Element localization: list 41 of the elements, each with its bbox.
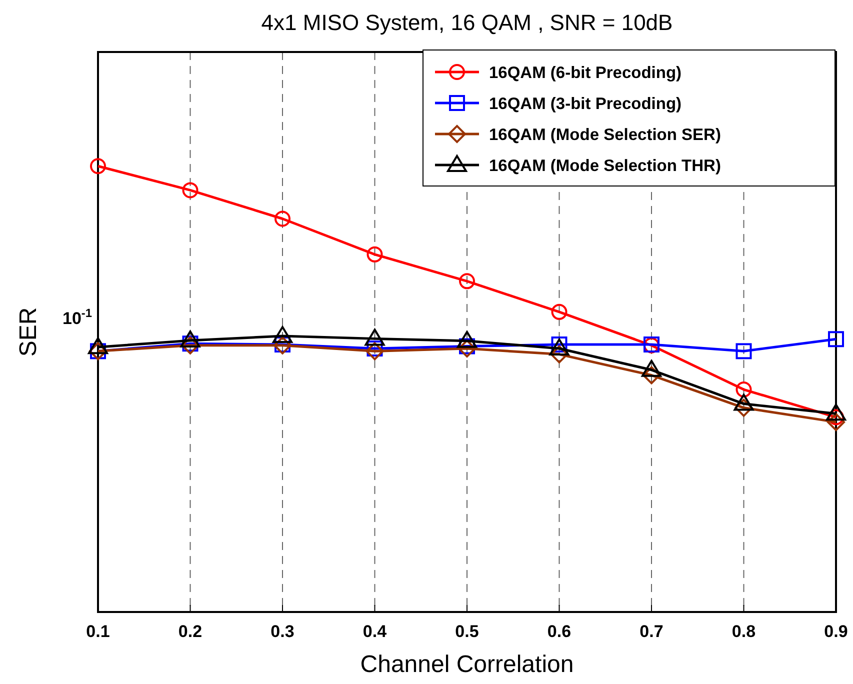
point (734, 398, 753, 417)
chart-title: 4x1 MISO System, 16 QAM , SNR = 10dB (261, 10, 673, 35)
point (550, 345, 568, 364)
x-axis-title: Channel Correlation (360, 651, 574, 678)
text: 10$^{-1}$ (62, 306, 92, 328)
point (272, 326, 292, 344)
point (642, 366, 660, 384)
x-tick-label: 0.2 (178, 622, 202, 641)
point (826, 404, 846, 421)
x-tick-label: 0.7 (640, 622, 664, 641)
point (366, 342, 384, 360)
point (828, 331, 844, 348)
point (457, 330, 477, 348)
point (90, 158, 106, 174)
point (734, 394, 754, 411)
point (827, 413, 845, 432)
x-tick-label: 0.9 (824, 622, 848, 641)
point (642, 360, 662, 377)
point (458, 339, 476, 358)
legend-label: 16QAM (Mode Selection THR) (489, 157, 721, 175)
point (88, 337, 108, 354)
point (736, 382, 752, 398)
point (366, 246, 383, 262)
point (180, 330, 200, 348)
point (551, 304, 568, 320)
x-tick-label: 0.5 (455, 622, 479, 641)
x-tick-label: 0.4 (362, 622, 388, 641)
x-tick-label: 0.1 (86, 622, 110, 641)
legend-label: 16QAM (6-bit Precoding) (489, 64, 682, 82)
point (182, 182, 198, 198)
point (549, 338, 570, 356)
y-axis-title: SER (15, 307, 42, 357)
point (736, 343, 752, 360)
point (364, 328, 385, 346)
point (459, 273, 475, 290)
x-tick-label: 0.3 (270, 622, 294, 641)
x-tick-label: 0.8 (732, 622, 756, 641)
x-tick-label: 0.6 (547, 622, 572, 641)
point (274, 210, 290, 227)
legend-label: 16QAM (Mode Selection SER) (489, 126, 721, 144)
legend-label: 16QAM (3-bit Precoding) (489, 95, 682, 113)
